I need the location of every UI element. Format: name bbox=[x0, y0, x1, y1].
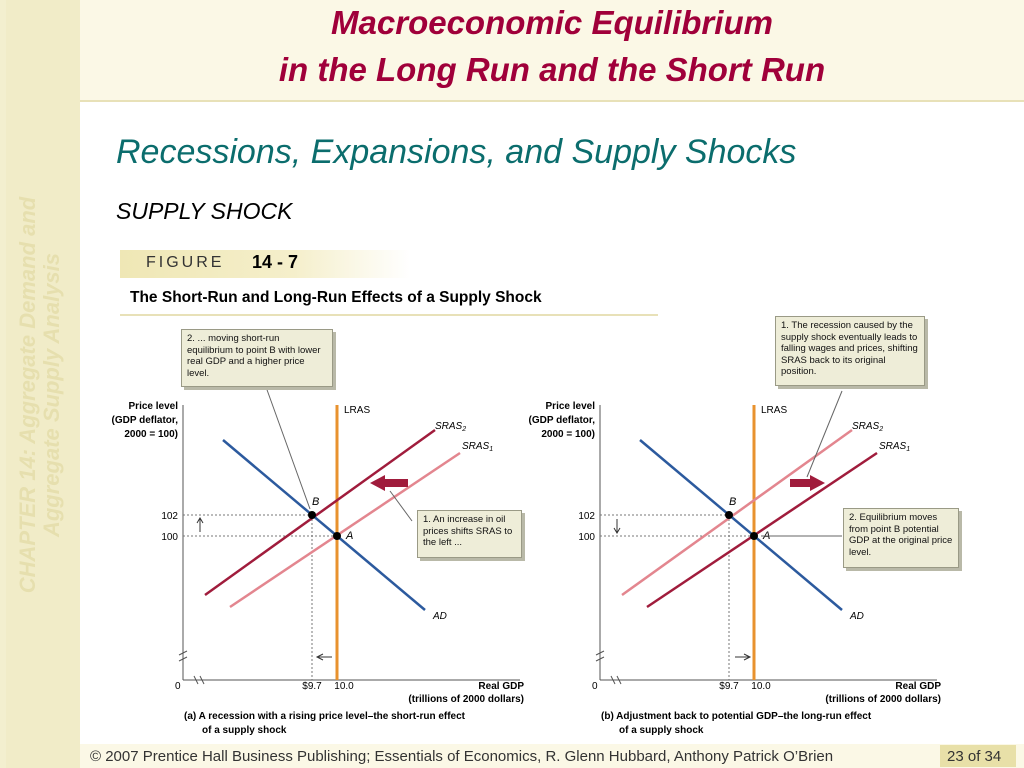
callout-b-right: 2. Equilibrium moves from point B potent… bbox=[843, 508, 959, 568]
sras2-line bbox=[621, 428, 853, 597]
sras1-label-sub: 1 bbox=[489, 446, 493, 453]
shift-right-arrow bbox=[790, 475, 825, 491]
figure-band bbox=[120, 250, 410, 278]
callout-a-top: 2. ... moving short-run equilibrium to p… bbox=[181, 329, 333, 387]
figure-label: FIGURE bbox=[146, 254, 225, 271]
point-b bbox=[308, 511, 316, 519]
panel-b-caption-line1: (b) Adjustment back to potential GDP–the… bbox=[601, 711, 872, 722]
shift-left-arrow bbox=[370, 475, 408, 491]
sras2-label-main: SRAS bbox=[852, 421, 880, 432]
lras-label: LRAS bbox=[761, 405, 787, 416]
sras2-label: SRAS2 bbox=[435, 421, 466, 433]
axis-break-x bbox=[193, 675, 205, 685]
ylabel-line3: 2000 = 100) bbox=[541, 429, 595, 440]
point-b-label: B bbox=[729, 496, 736, 508]
axis-break-x bbox=[610, 675, 622, 685]
xlabel-line2: (trillions of 2000 dollars) bbox=[408, 694, 524, 705]
lras-label: LRAS bbox=[344, 405, 370, 416]
callout-b-top: 1. The recession caused by the supply sh… bbox=[775, 316, 925, 386]
x-tick-0: 0 bbox=[592, 681, 598, 692]
figure-number: 14 - 7 bbox=[252, 252, 299, 272]
y-tick-102: 102 bbox=[161, 511, 178, 522]
sras1-label: SRAS1 bbox=[879, 441, 910, 453]
section-label: SUPPLY SHOCK bbox=[116, 198, 293, 224]
slide-subtitle: Recessions, Expansions, and Supply Shock… bbox=[116, 133, 797, 171]
point-a bbox=[750, 532, 758, 540]
x-tick-97: $9.7 bbox=[719, 681, 739, 692]
ylabel-line3: 2000 = 100) bbox=[124, 429, 178, 440]
header-divider bbox=[80, 100, 1024, 102]
chart-panel-b: B A Price level (GDP deflator, 2000 = 10… bbox=[529, 390, 941, 736]
axis-break-y bbox=[595, 650, 605, 662]
y-tick-102: 102 bbox=[578, 511, 595, 522]
callout-b-top-leader bbox=[806, 390, 843, 478]
figure-caption: The Short-Run and Long-Run Effects of a … bbox=[130, 289, 542, 306]
slide-title-line1: Macroeconomic Equilibrium bbox=[331, 4, 773, 41]
gdp-left-arrow bbox=[315, 653, 332, 661]
sras2-label-sub: 2 bbox=[878, 426, 883, 433]
axis-break-y bbox=[178, 650, 188, 662]
page-number: 23 of 34 bbox=[947, 748, 1002, 765]
sras1-line bbox=[229, 451, 461, 609]
page-number-box bbox=[940, 745, 1016, 767]
sidebar: CHAPTER 14: Aggregate Demand and Aggrega… bbox=[0, 0, 80, 768]
gdp-right-arrow bbox=[735, 653, 752, 661]
sras2-label-sub: 2 bbox=[461, 426, 466, 433]
x-tick-10: 10.0 bbox=[751, 681, 771, 692]
point-b-label: B bbox=[312, 496, 319, 508]
price-up-arrow bbox=[196, 517, 204, 532]
sras1-label-main: SRAS bbox=[879, 441, 907, 452]
y-tick-100: 100 bbox=[578, 532, 595, 543]
ylabel-line2: (GDP deflator, bbox=[112, 415, 179, 426]
chapter-title: CHAPTER 14: Aggregate Demand and Aggrega… bbox=[15, 196, 64, 594]
ad-label: AD bbox=[849, 611, 864, 622]
sras1-label-sub: 1 bbox=[906, 446, 910, 453]
x-tick-97: $9.7 bbox=[302, 681, 322, 692]
point-a-label: A bbox=[345, 530, 353, 542]
panel-b-caption-line2: of a supply shock bbox=[619, 725, 704, 736]
footer-bar bbox=[80, 744, 1024, 768]
xlabel-line1: Real GDP bbox=[478, 681, 524, 692]
price-down-arrow bbox=[613, 519, 621, 534]
x-tick-0: 0 bbox=[175, 681, 181, 692]
chapter-title-line2: Aggregate Supply Analysis bbox=[39, 252, 64, 538]
sras2-label: SRAS2 bbox=[852, 421, 883, 433]
xlabel-line1: Real GDP bbox=[895, 681, 941, 692]
point-b bbox=[725, 511, 733, 519]
callout-a-right: 1. An increase in oil prices shifts SRAS… bbox=[417, 510, 522, 558]
ylabel-line1: Price level bbox=[546, 401, 596, 412]
chapter-title-line1: CHAPTER 14: Aggregate Demand and bbox=[15, 196, 40, 594]
callout-a-right-leader bbox=[389, 490, 413, 522]
footer-copyright: © 2007 Prentice Hall Business Publishing… bbox=[90, 748, 834, 765]
x-tick-10: 10.0 bbox=[334, 681, 354, 692]
ad-line bbox=[222, 439, 426, 611]
sras1-label-main: SRAS bbox=[462, 441, 490, 452]
xlabel-line2: (trillions of 2000 dollars) bbox=[825, 694, 941, 705]
sras1-label: SRAS1 bbox=[462, 441, 493, 453]
ad-line bbox=[639, 439, 843, 611]
slide-header bbox=[80, 0, 1024, 100]
panel-a-caption-line2: of a supply shock bbox=[202, 725, 287, 736]
point-a bbox=[333, 532, 341, 540]
sras1-line bbox=[646, 451, 878, 609]
chart-panel-a: B A Price level (GDP deflator, 2000 = 10… bbox=[112, 386, 524, 736]
ylabel-line2: (GDP deflator, bbox=[529, 415, 596, 426]
sidebar-band bbox=[6, 0, 80, 768]
panel-a-caption-line1: (a) A recession with a rising price leve… bbox=[184, 711, 466, 722]
figure-rule bbox=[120, 314, 658, 316]
callout-a-top-leader bbox=[265, 386, 311, 510]
sras2-label-main: SRAS bbox=[435, 421, 463, 432]
ad-label: AD bbox=[432, 611, 447, 622]
sras2-line bbox=[204, 428, 436, 597]
y-tick-100: 100 bbox=[161, 532, 178, 543]
ylabel-line1: Price level bbox=[129, 401, 179, 412]
slide-title-line2: in the Long Run and the Short Run bbox=[278, 51, 826, 88]
